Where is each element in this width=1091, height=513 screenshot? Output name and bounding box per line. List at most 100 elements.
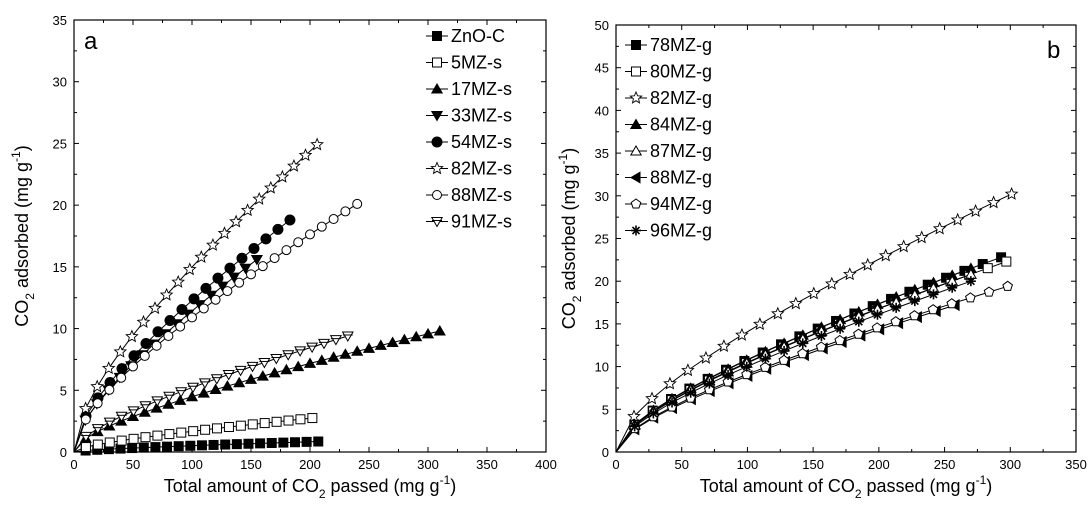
legend-item: 96MZ-g — [625, 221, 712, 241]
legend-label: 88MZ-g — [650, 168, 712, 188]
data-point — [1002, 280, 1013, 291]
data-point — [914, 230, 929, 244]
data-point — [163, 391, 176, 403]
data-point — [983, 286, 995, 297]
legend-item: 84MZ-g — [625, 115, 712, 135]
series-94MZ-g — [615, 280, 1013, 453]
data-point — [283, 415, 294, 426]
y-tick-label: 10 — [53, 322, 67, 337]
data-point — [681, 363, 695, 377]
data-point — [386, 336, 399, 347]
x-tick-label: 200 — [868, 457, 890, 472]
x-axis-title: Total amount of CO2 passed (mg g-1) — [700, 473, 993, 501]
data-point — [138, 442, 149, 453]
data-point — [275, 169, 290, 183]
y-tick-label: 20 — [53, 198, 67, 213]
data-point — [722, 376, 734, 387]
data-point — [310, 137, 324, 151]
data-point — [151, 396, 164, 407]
data-point — [104, 384, 115, 395]
data-point — [116, 372, 127, 383]
data-point — [663, 376, 677, 390]
data-point — [164, 429, 175, 440]
data-point — [186, 382, 200, 394]
data-point — [92, 398, 103, 409]
legend-item: 54MZ-s — [426, 132, 512, 152]
data-point — [223, 422, 234, 433]
data-point — [287, 158, 301, 172]
data-point — [236, 252, 248, 264]
series-line — [615, 280, 972, 453]
legend-marker — [629, 90, 643, 104]
y-tick-label: 20 — [595, 274, 609, 289]
data-point — [182, 262, 197, 276]
x-tick-label: 100 — [737, 457, 759, 472]
y-tick-label: 25 — [53, 136, 67, 151]
data-point — [860, 257, 875, 271]
data-point — [220, 439, 231, 450]
series-88MZ-s — [73, 198, 363, 453]
data-point — [896, 239, 911, 253]
legend-marker — [432, 31, 442, 41]
data-point — [239, 263, 252, 275]
data-point — [176, 304, 188, 316]
legend: 78MZ-g 80MZ-g 82MZ-g 84MZ-g 87MZ-g 88MZ-g 94MZ… — [625, 35, 712, 241]
series-line — [73, 441, 319, 453]
data-point — [788, 296, 803, 310]
legend: ZnO-C 5MZ-s 17MZ-s 33MZ-s 54MZ-s 82MZ-s 88MZ-s… — [426, 26, 512, 232]
data-point — [289, 437, 300, 448]
data-point — [269, 253, 280, 264]
data-point — [162, 441, 173, 452]
data-point — [433, 325, 446, 336]
data-point — [797, 338, 808, 349]
legend-label: 82MZ-g — [650, 88, 712, 108]
series-82MZ-g — [615, 186, 1019, 453]
data-point — [234, 277, 245, 288]
data-point — [78, 401, 93, 415]
data-point — [779, 345, 790, 356]
data-point — [965, 292, 976, 303]
legend-label: 78MZ-g — [650, 35, 712, 55]
legend-label: 88MZ-s — [451, 185, 512, 205]
data-point — [909, 296, 920, 307]
data-point — [752, 317, 767, 331]
data-point — [327, 351, 340, 362]
data-point — [421, 327, 435, 339]
x-tick-label: 0 — [70, 457, 77, 472]
legend-marker — [432, 190, 442, 200]
series-line — [615, 261, 1007, 453]
data-point — [340, 206, 351, 217]
legend-label: 17MZ-s — [451, 79, 512, 99]
y-tick-label: 45 — [595, 61, 609, 76]
legend-label: 82MZ-s — [451, 159, 512, 179]
data-point — [115, 411, 128, 423]
data-point — [266, 437, 277, 448]
legend-marker — [629, 145, 643, 156]
legend-label: 33MZ-s — [451, 106, 512, 126]
data-point — [982, 263, 993, 274]
data-point — [1001, 256, 1012, 267]
data-point — [282, 350, 295, 361]
data-point — [200, 282, 212, 294]
legend-marker — [630, 171, 641, 184]
legend-marker — [631, 66, 641, 77]
data-point — [224, 262, 236, 274]
x-tick-label: 250 — [358, 457, 380, 472]
legend-item: 78MZ-g — [625, 35, 712, 55]
data-point — [871, 322, 883, 333]
data-point — [255, 438, 266, 449]
data-point — [222, 370, 235, 381]
data-point — [268, 366, 281, 378]
x-tick-label: 350 — [476, 457, 498, 472]
data-point — [243, 438, 254, 449]
legend-label: 5MZ-s — [451, 53, 502, 73]
data-point — [667, 397, 678, 408]
y-tick-label: 5 — [602, 402, 609, 417]
data-point — [171, 274, 186, 288]
legend-item: 88MZ-s — [426, 185, 512, 205]
data-point — [271, 416, 282, 427]
data-point — [853, 328, 864, 339]
data-point — [280, 363, 293, 375]
data-point — [221, 380, 234, 391]
